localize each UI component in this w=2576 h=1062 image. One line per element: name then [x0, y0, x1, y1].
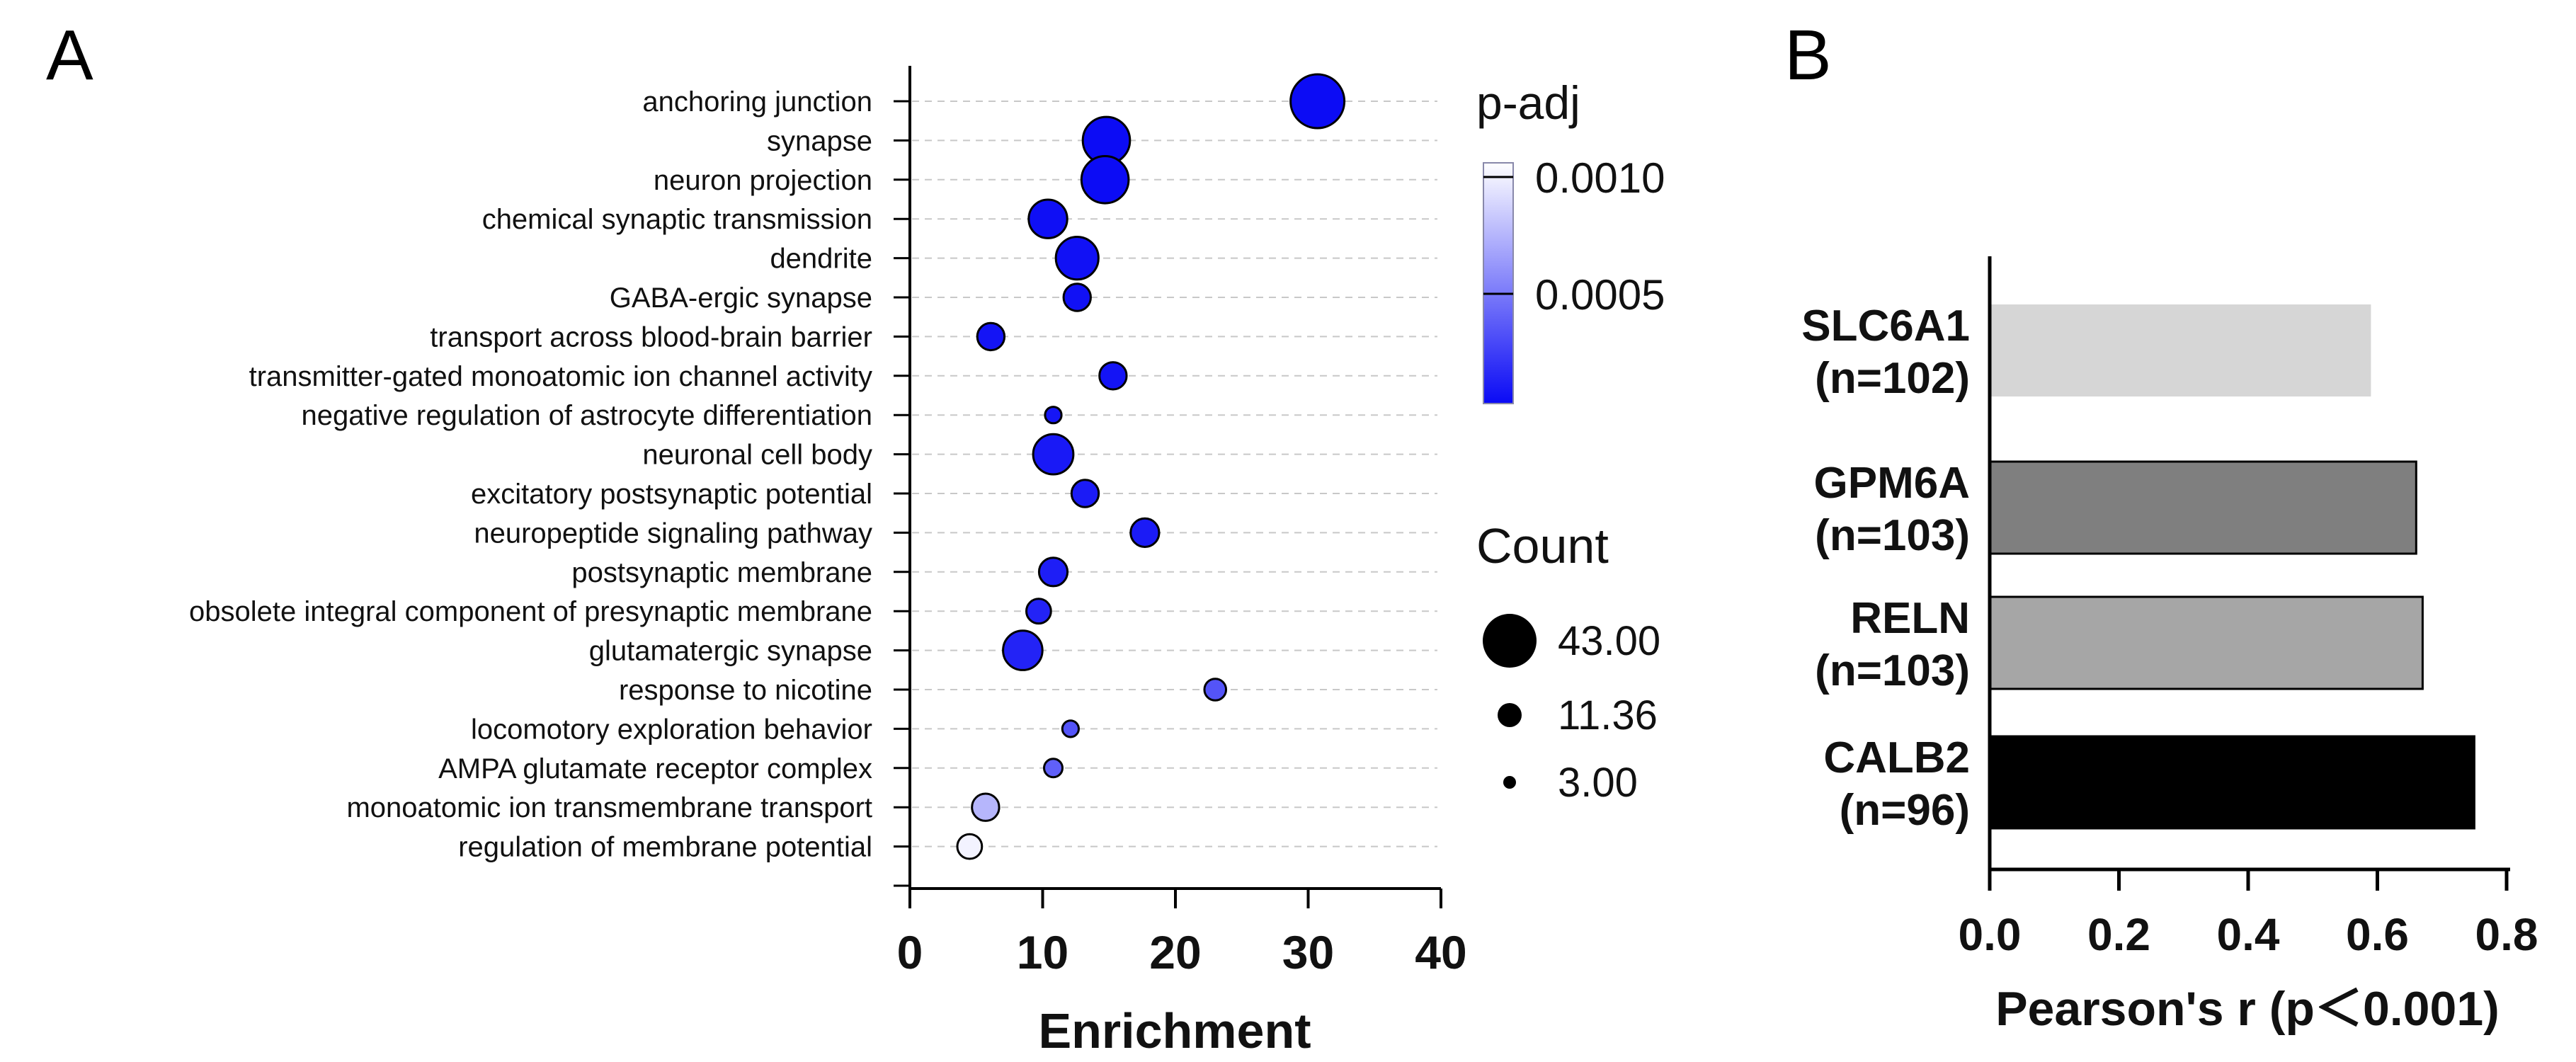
term-label: obsolete integral component of presynapt…	[189, 596, 872, 627]
bubble	[1289, 73, 1346, 130]
term-label: GABA-ergic synapse	[610, 282, 872, 314]
term-label: anchoring junction	[642, 86, 872, 118]
x-axis-ticks: 0.0 0.2 0.4 0.6 0.8	[1959, 869, 2538, 960]
term-labels: anchoring junction synapse neuron projecti…	[189, 86, 872, 863]
bubble	[1002, 629, 1044, 671]
color-bar	[1483, 162, 1514, 404]
bubble	[1044, 406, 1063, 425]
bubble	[1070, 479, 1100, 508]
bubble	[1032, 433, 1075, 476]
panel-a-label: A	[46, 16, 93, 95]
bubble	[1025, 598, 1052, 625]
term-label: regulation of membrane potential	[458, 832, 872, 863]
bar	[1990, 304, 2371, 396]
size-legend-title: Count	[1476, 518, 1609, 573]
bar	[1988, 735, 2475, 830]
bubble	[971, 792, 1001, 822]
bubbles	[956, 73, 1346, 860]
x-tick-label: 40	[1415, 926, 1466, 978]
y-tick-marks	[894, 100, 910, 887]
bubble	[1043, 758, 1064, 779]
bubble	[1062, 282, 1092, 312]
x-tick-label: 30	[1282, 926, 1334, 978]
term-label: chemical synaptic transmission	[482, 204, 872, 235]
size-legend-dot-large	[1483, 614, 1537, 668]
bubble	[1027, 198, 1068, 239]
bubble	[1037, 556, 1069, 588]
bubble	[1061, 719, 1080, 738]
sample-size-label: (n=102)	[1815, 354, 1970, 403]
bubble	[1080, 155, 1130, 205]
x-axis-title: Pearson's r (p＜0.001)	[1995, 982, 2500, 1036]
term-label: response to nicotine	[619, 675, 872, 706]
panel-b: B SLC6A1(n=102)GPM6A(n=103)RELN(n=103)CA…	[1784, 16, 2538, 1036]
bubble	[1129, 517, 1161, 549]
sample-size-label: (n=103)	[1815, 511, 1970, 560]
x-tick-label: 0.4	[2217, 909, 2280, 960]
x-tick-label: 0.0	[1959, 909, 2022, 960]
x-tick-label: 0.8	[2475, 909, 2538, 960]
size-legend-dot-medium	[1498, 703, 1522, 727]
size-legend-label-large: 43.00	[1558, 618, 1660, 664]
color-tick-label-0010: 0.0010	[1535, 154, 1665, 202]
bar	[1988, 595, 2424, 690]
color-legend: p-adj 0.0010 0.0005	[1476, 76, 1665, 404]
bubble	[1203, 678, 1228, 702]
gene-name-label: CALB2	[1823, 733, 1970, 782]
size-legend-label-medium: 11.36	[1558, 692, 1658, 738]
bar	[1988, 460, 2417, 555]
panel-a: A anchoring junction synapse neuron projec…	[46, 16, 1665, 1058]
panel-b-label: B	[1784, 16, 1832, 95]
x-tick-label: 0	[897, 926, 923, 978]
term-label: transmitter-gated monoatomic ion channel…	[249, 361, 872, 392]
bubble	[976, 321, 1006, 352]
gene-name-label: SLC6A1	[1801, 302, 1970, 350]
term-label: transport across blood-brain barrier	[430, 321, 872, 353]
term-label: locomotory exploration behavior	[471, 714, 872, 745]
x-tick-label: 0.2	[2087, 909, 2150, 960]
x-tick-label: 10	[1017, 926, 1068, 978]
bubble	[1054, 236, 1100, 281]
x-tick-label: 0.6	[2346, 909, 2409, 960]
term-label: neuropeptide signaling pathway	[474, 518, 872, 549]
bars	[1988, 304, 2475, 830]
term-label: dendrite	[770, 244, 872, 275]
x-axis-title: Enrichment	[1038, 1003, 1311, 1058]
term-label: neuronal cell body	[642, 440, 872, 471]
size-legend-dot-small	[1503, 776, 1516, 789]
gridlines	[912, 101, 1437, 847]
size-legend-label-small: 3.00	[1558, 760, 1638, 806]
term-label: neuron projection	[654, 165, 872, 196]
bubble	[1098, 361, 1128, 391]
term-label: glutamatergic synapse	[589, 636, 872, 667]
term-label: synapse	[767, 125, 872, 156]
sample-size-label: (n=96)	[1840, 786, 1970, 835]
term-label: monoatomic ion transmembrane transport	[346, 792, 872, 823]
gene-name-label: RELN	[1850, 594, 1970, 643]
color-tick-label-0005: 0.0005	[1535, 271, 1665, 319]
term-label: postsynaptic membrane	[571, 557, 872, 588]
bubble	[956, 833, 984, 860]
term-label: AMPA glutamate receptor complex	[438, 753, 872, 784]
x-axis-ticks: 0 10 20 30 40	[897, 889, 1467, 978]
term-label: negative regulation of astrocyte differe…	[302, 400, 872, 431]
gene-labels: SLC6A1(n=102)GPM6A(n=103)RELN(n=103)CALB…	[1801, 302, 1970, 835]
sample-size-label: (n=103)	[1815, 646, 1970, 695]
gene-name-label: GPM6A	[1814, 459, 1970, 508]
size-legend: Count 43.00 11.36 3.00	[1476, 518, 1660, 806]
x-tick-label: 20	[1149, 926, 1201, 978]
term-label: excitatory postsynaptic potential	[471, 479, 872, 510]
color-legend-title: p-adj	[1476, 76, 1580, 129]
